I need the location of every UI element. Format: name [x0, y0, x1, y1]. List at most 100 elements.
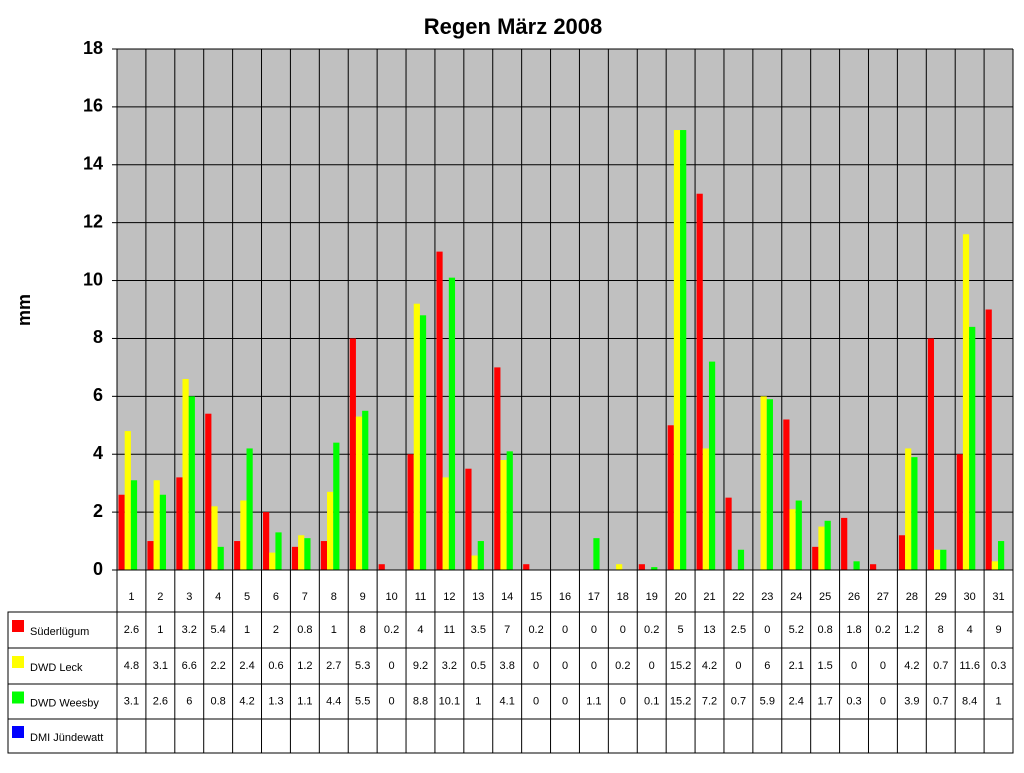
table-value: 0.7 — [731, 695, 746, 707]
y-tick-label: 8 — [93, 327, 103, 347]
table-value: 2.5 — [731, 624, 746, 636]
x-tick-label: 11 — [415, 591, 426, 603]
y-tick-label: 14 — [83, 154, 103, 174]
table-value: 8 — [360, 624, 366, 636]
bar — [419, 315, 427, 570]
table-value: 0.3 — [846, 695, 861, 707]
bar — [269, 552, 276, 570]
table-value: 2.2 — [211, 660, 226, 672]
table-value: 3.2 — [182, 624, 197, 636]
bar — [176, 477, 183, 570]
plot-area — [117, 49, 1013, 570]
bar — [234, 541, 241, 570]
table-value: 0.2 — [875, 624, 890, 636]
table-value: 4 — [417, 624, 423, 636]
y-tick-label: 0 — [93, 559, 103, 579]
bar — [159, 494, 167, 570]
bar — [969, 326, 976, 570]
bar — [818, 526, 825, 570]
table-value: 6 — [186, 695, 192, 707]
table-value: 1 — [475, 695, 481, 707]
x-tick-label: 1 — [128, 591, 134, 603]
x-tick-label: 16 — [559, 591, 571, 603]
table-value: 2.4 — [789, 695, 804, 707]
bar — [153, 480, 160, 570]
table-value: 3.1 — [124, 695, 139, 707]
table-value: 0 — [591, 624, 597, 636]
x-tick-label: 6 — [273, 591, 279, 603]
table-value: 2.1 — [789, 660, 804, 672]
legend-column-border — [7, 611, 118, 754]
table-value: 0.7 — [933, 695, 948, 707]
table-value: 0 — [591, 660, 597, 672]
x-tick-label: 30 — [964, 591, 976, 603]
bar — [442, 477, 449, 570]
table-value: 3.8 — [500, 660, 515, 672]
x-tick-label: 18 — [617, 591, 629, 603]
table-value: 2.6 — [124, 624, 139, 636]
bar — [673, 130, 681, 571]
bar — [407, 454, 414, 570]
bar — [263, 512, 270, 570]
x-tick-label: 7 — [302, 591, 308, 603]
bar — [593, 538, 600, 570]
y-tick-label: 2 — [93, 501, 103, 521]
legend-label: DWD Leck — [30, 662, 83, 674]
table-value: 0.2 — [644, 624, 659, 636]
x-tick-label: 2 — [157, 591, 163, 603]
bar — [760, 396, 767, 570]
table-value: 0 — [851, 660, 857, 672]
table-value: 4.8 — [124, 660, 139, 672]
bar — [349, 338, 356, 570]
y-tick-label: 18 — [83, 38, 103, 58]
bar — [291, 546, 299, 570]
x-tick-label: 23 — [761, 591, 773, 603]
bar — [298, 535, 305, 570]
bar — [205, 413, 212, 570]
bar — [327, 491, 334, 570]
bar — [124, 431, 131, 570]
table-value: 6 — [764, 660, 770, 672]
legend-label: Süderlügum — [30, 626, 89, 638]
x-tick-label: 22 — [732, 591, 744, 603]
x-tick-label: 14 — [501, 591, 513, 603]
x-tick-label: 8 — [331, 591, 337, 603]
bar — [956, 454, 963, 570]
bar — [927, 338, 934, 570]
table-value: 0 — [649, 660, 655, 672]
table-value: 2.7 — [326, 660, 341, 672]
bar — [869, 564, 877, 570]
table-value: 0 — [562, 660, 568, 672]
bar — [651, 567, 658, 570]
table-value: 0.6 — [268, 660, 283, 672]
table-value: 0.2 — [384, 624, 399, 636]
table-value: 0.2 — [615, 660, 630, 672]
table-value: 15.2 — [670, 660, 691, 672]
bar — [188, 396, 195, 570]
bar — [905, 448, 912, 570]
y-tick-label: 12 — [83, 211, 103, 231]
table-value: 0 — [533, 695, 539, 707]
table-value: 1.7 — [817, 695, 832, 707]
x-tick-label: 17 — [588, 591, 600, 603]
bar — [789, 509, 796, 570]
table-value: 0 — [620, 624, 626, 636]
bar — [182, 378, 189, 570]
bar — [147, 541, 154, 570]
x-tick-label: 15 — [530, 591, 542, 603]
table-value: 1 — [995, 695, 1001, 707]
bar — [766, 399, 773, 570]
table-value: 13 — [703, 624, 715, 636]
y-tick-label: 16 — [83, 96, 103, 116]
table-value: 0 — [562, 624, 568, 636]
table-value: 1.3 — [268, 695, 283, 707]
bar — [362, 410, 369, 570]
bar — [737, 549, 745, 570]
table-value: 8 — [938, 624, 944, 636]
table-value: 1.8 — [846, 624, 861, 636]
table-value: 8.4 — [962, 695, 977, 707]
bar — [638, 564, 645, 570]
legend-key — [12, 656, 24, 668]
table-value: 0 — [620, 695, 626, 707]
